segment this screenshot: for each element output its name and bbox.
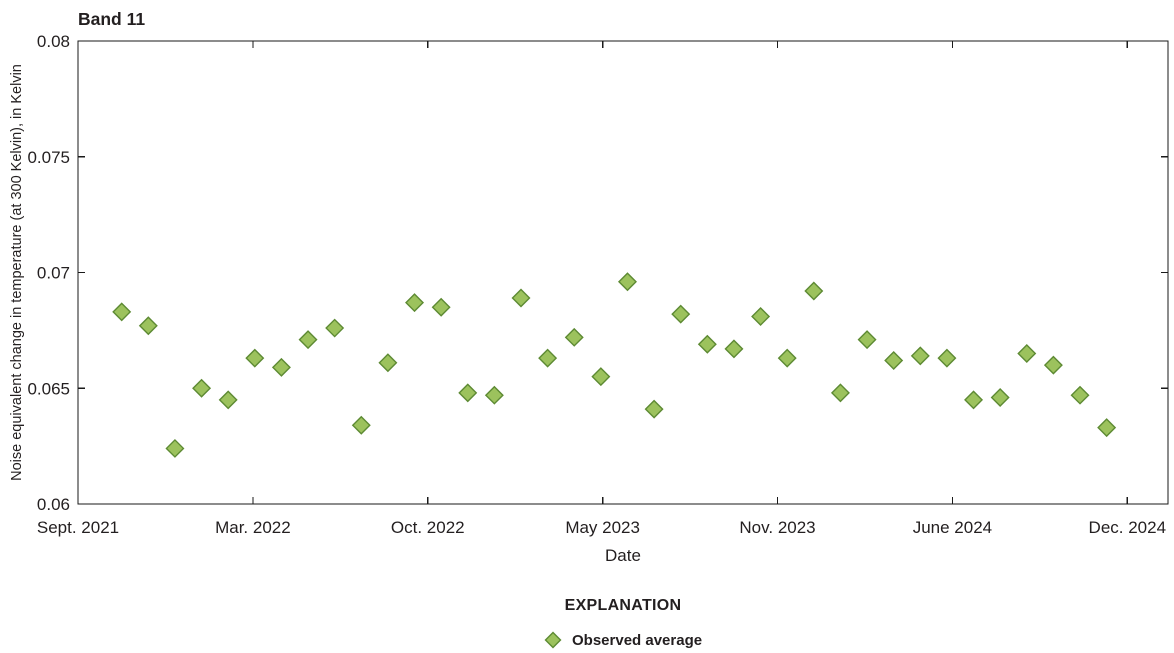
data-point-diamond — [511, 288, 531, 308]
data-point-diamond — [591, 367, 611, 387]
legend-item-label: Observed average — [572, 632, 702, 649]
data-point-diamond — [431, 297, 451, 317]
data-point-diamond — [458, 383, 478, 403]
y-tick-label: 0.065 — [27, 379, 70, 398]
data-point-diamond — [644, 399, 664, 419]
x-axis-ticks: Sept. 2021 Mar. 2022 Oct. 2022 May 2023 Nov.… — [37, 41, 1166, 537]
chart-title: Band 11 — [78, 9, 145, 29]
plot-border — [77, 40, 1169, 505]
data-point-diamond — [564, 327, 584, 347]
x-tick-label: May 2023 — [565, 518, 640, 537]
legend-item: Observed average — [544, 631, 702, 649]
data-point-diamond — [405, 293, 425, 313]
data-point-diamond — [1043, 355, 1063, 375]
data-point-diamond — [112, 302, 132, 322]
data-point-diamond — [298, 330, 318, 350]
data-point-diamond — [910, 346, 930, 366]
data-point-diamond — [378, 353, 398, 373]
data-point-diamond — [538, 348, 558, 368]
data-point-diamond — [484, 385, 504, 405]
observed-average-diamond-icon — [544, 631, 562, 649]
y-tick-label: 0.07 — [37, 264, 70, 283]
data-point-diamond — [777, 348, 797, 368]
data-point-diamond — [724, 339, 744, 359]
x-tick-label: Dec. 2024 — [1089, 518, 1167, 537]
x-tick-label: Oct. 2022 — [391, 518, 465, 537]
data-point-diamond — [830, 383, 850, 403]
data-point-diamond — [804, 281, 824, 301]
x-tick-label: Mar. 2022 — [215, 518, 291, 537]
x-axis-label: Date — [605, 546, 641, 565]
y-axis-ticks: 0.06 0.065 0.07 0.075 0.08 — [27, 32, 1168, 514]
data-point-diamond — [218, 390, 238, 410]
legend-heading: EXPLANATION — [565, 597, 682, 614]
y-tick-label: 0.06 — [37, 495, 70, 514]
data-point-diamond — [351, 415, 371, 435]
legend: EXPLANATION Observed average — [544, 597, 702, 649]
data-point-diamond — [1017, 344, 1037, 364]
data-point-diamond — [697, 334, 717, 354]
data-point-diamond — [271, 357, 291, 377]
x-tick-label: Sept. 2021 — [37, 518, 119, 537]
data-point-diamond — [192, 378, 212, 398]
data-point-diamond — [325, 318, 345, 338]
x-tick-label: Nov. 2023 — [739, 518, 815, 537]
y-axis-label: Noise equivalent change in temperature (… — [9, 64, 25, 481]
data-point-diamond — [1070, 385, 1090, 405]
data-point-diamond — [964, 390, 984, 410]
data-point-diamond — [751, 306, 771, 326]
y-tick-label: 0.075 — [27, 148, 70, 167]
y-tick-label: 0.08 — [37, 32, 70, 51]
data-points — [112, 272, 1117, 458]
data-point-diamond — [937, 348, 957, 368]
data-point-diamond — [857, 330, 877, 350]
data-point-diamond — [165, 438, 185, 458]
data-point-diamond — [617, 272, 637, 292]
data-point-diamond — [671, 304, 691, 324]
data-point-diamond — [990, 388, 1010, 407]
data-point-diamond — [138, 316, 158, 336]
data-point-diamond — [1097, 418, 1117, 438]
x-tick-label: June 2024 — [913, 518, 992, 537]
data-point-diamond — [884, 350, 904, 370]
data-point-diamond — [245, 348, 265, 368]
